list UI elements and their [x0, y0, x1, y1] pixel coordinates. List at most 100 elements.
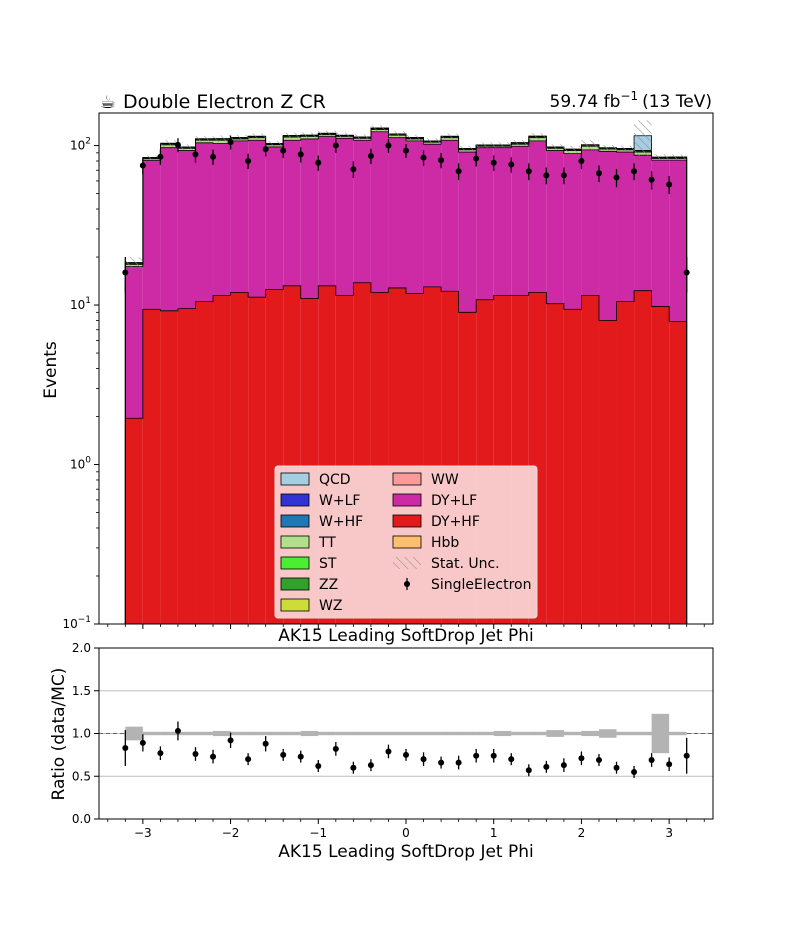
ratio-point: [473, 752, 480, 759]
stat-unc-hatch: [160, 139, 178, 147]
ratio-point: [174, 727, 181, 734]
bar-dy-hf: [177, 308, 196, 624]
ratio-point: [385, 748, 392, 755]
stat-unc-hatch: [511, 139, 529, 146]
data-point: [245, 158, 252, 165]
stat-unc-hatch: [458, 145, 477, 152]
ratio-unc-band: [160, 731, 178, 736]
ratio-unc-band: [283, 731, 301, 736]
legend-swatch-stat-unc: [393, 557, 421, 569]
legend-swatch-zz: [280, 577, 310, 591]
data-point: [403, 147, 409, 154]
bar-dy-lf: [528, 140, 547, 293]
ratio-unc-band: [441, 731, 459, 736]
ratio-uncertainty-band: [125, 713, 687, 754]
data-point: [122, 269, 129, 276]
ratio-unc-band: [195, 731, 214, 736]
bar-dy-hf: [616, 301, 635, 624]
data-point: [315, 159, 322, 166]
ratio-point: [543, 763, 550, 770]
data-point: [438, 157, 445, 164]
ratio-point: [613, 764, 620, 771]
bar-dy-hf: [669, 321, 687, 624]
legend-label-stat-unc: Stat. Unc.: [431, 556, 500, 572]
legend-label-hbb: Hbb: [431, 535, 459, 551]
main-axes: 10−1 100 101 102: [62, 137, 670, 631]
bar-dy-lf: [581, 149, 599, 296]
bar-dy-lf: [160, 147, 178, 311]
data-point: [174, 141, 181, 148]
stat-unc-hatch: [195, 136, 214, 142]
bar-dy-lf: [353, 140, 371, 283]
step-outline-dy-hf: [124, 282, 688, 624]
bar-dy-hf: [598, 320, 617, 624]
ratio-axes: 0.0 0.5 1.0 1.5 2.0 −3 −2 −1 0 1 2 3: [72, 624, 705, 840]
ratio-x-tick-label: 2: [578, 826, 586, 840]
stat-unc-hatch: [388, 131, 406, 137]
legend-label-ww: WW: [431, 472, 459, 488]
ratio-point: [631, 768, 638, 775]
bar-dy-lf: [142, 160, 161, 310]
ratio-point: [420, 756, 427, 763]
data-point: [297, 151, 304, 158]
bar-dy-lf: [248, 140, 266, 298]
ratio-point: [227, 737, 234, 744]
bar-dy-lf: [335, 138, 354, 296]
legend-swatch-st: [280, 556, 310, 570]
stat-unc-hatch: [142, 155, 161, 160]
data-point: [192, 151, 199, 158]
bar-dy-lf: [546, 150, 564, 304]
ratio-point: [332, 745, 339, 752]
bar-tt: [142, 158, 161, 161]
main-plot-frame: [98, 112, 714, 625]
stat-unc-hatch: [213, 135, 231, 143]
bar-dy-lf: [669, 160, 687, 322]
lumi-exponent: −1: [620, 89, 638, 103]
legend-swatch-ww: [392, 472, 422, 486]
main-y-tick-label: 102: [70, 137, 91, 153]
stat-unc-hatch: [598, 145, 617, 151]
chart-title: Double Electron Z CR: [123, 91, 326, 113]
bar-dy-lf: [493, 147, 512, 296]
ratio-y-axis-label: Ratio (data/MC): [49, 668, 69, 801]
data-point: [473, 155, 480, 162]
stat-unc-hatch: [476, 142, 494, 148]
stat-unc-hatch: [177, 144, 196, 150]
bar-dy-lf: [370, 131, 389, 293]
ratio-panel-title: AK15 Leading SoftDrop Jet Phi: [278, 626, 533, 646]
ratio-x-tick-label: 3: [665, 826, 673, 840]
stat-unc-hatch: [353, 134, 371, 140]
ratio-point: [122, 745, 129, 752]
ratio-point: [280, 751, 287, 758]
data-point: [631, 168, 638, 175]
bar-dy-hf: [248, 297, 266, 624]
stat-unc-hatch: [248, 133, 266, 140]
data-point: [595, 170, 602, 177]
data-point: [613, 174, 620, 181]
ratio-point: [157, 750, 164, 757]
bar-dy-lf: [318, 136, 336, 286]
stat-unc-hatch: [423, 138, 442, 144]
stat-unc-hatch: [406, 134, 424, 141]
ratio-plot-frame: [98, 647, 714, 820]
ratio-unc-band: [546, 730, 564, 737]
main-y-tick-label: 101: [70, 296, 91, 312]
stat-unc-hatch: [616, 145, 635, 152]
stat-unc-hatch: [651, 154, 670, 160]
legend-label-dy-lf: DY+LF: [431, 493, 477, 509]
bar-dy-lf: [195, 142, 214, 302]
bar-dy-lf: [177, 150, 196, 309]
legend-label-w-lf: W+LF: [319, 493, 360, 509]
legend-swatch-qcd: [280, 472, 310, 486]
data-point: [455, 168, 462, 175]
ratio-y-tick-label: 1.0: [72, 727, 91, 741]
bar-dy-lf: [616, 152, 635, 302]
bar-dy-hf: [581, 295, 599, 624]
bar-dy-lf: [300, 138, 319, 299]
ratio-unc-band: [651, 713, 670, 754]
ratio-unc-band: [265, 731, 284, 736]
bar-dy-hf: [651, 306, 670, 624]
ratio-unc-band: [669, 731, 687, 736]
ratio-unc-band: [177, 731, 196, 736]
